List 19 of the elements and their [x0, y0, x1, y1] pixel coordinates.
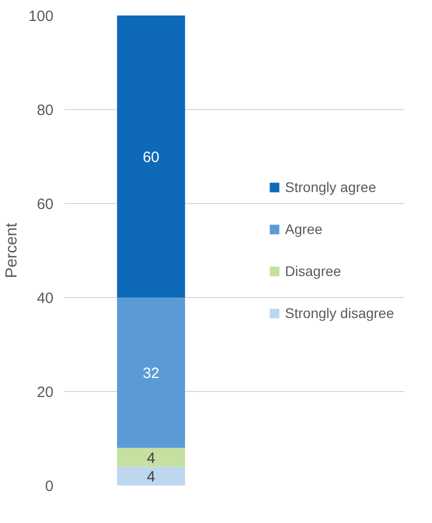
legend-label: Strongly agree	[285, 179, 376, 195]
y-tick-label: 0	[45, 478, 54, 495]
y-tick-label: 80	[36, 102, 54, 119]
y-tick-label: 40	[36, 290, 54, 307]
data-label: 4	[146, 468, 156, 486]
y-axis-title: Percent	[3, 222, 20, 278]
y-tick-label: 20	[36, 384, 54, 401]
bar	[117, 16, 186, 298]
legend-label: Strongly disagree	[285, 305, 394, 321]
legend-label: Agree	[285, 221, 322, 237]
bar	[117, 466, 186, 486]
data-label: 32	[142, 365, 160, 382]
bar	[117, 298, 186, 448]
y-tick-label: 60	[36, 196, 54, 213]
legend-label: Disagree	[285, 263, 342, 279]
data-label: 4	[146, 450, 156, 467]
bar	[117, 448, 186, 467]
data-label: 60	[142, 149, 160, 166]
y-tick-label: 100	[28, 8, 54, 25]
